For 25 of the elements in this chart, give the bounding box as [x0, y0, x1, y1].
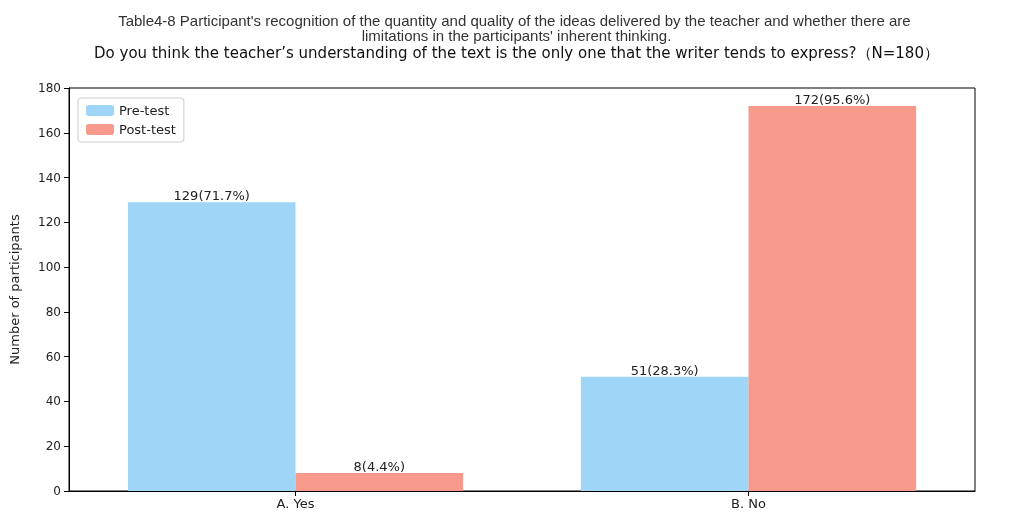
y-axis-title: Number of participants: [7, 214, 22, 365]
y-tick-label: 160: [38, 125, 61, 140]
y-tick-label: 180: [38, 81, 61, 95]
y-tick-label: 100: [38, 260, 61, 275]
y-tick-label: 140: [38, 170, 61, 185]
bar: [580, 376, 749, 491]
x-tick-label: A. Yes: [276, 496, 315, 511]
legend-label: Pre-test: [119, 103, 170, 118]
y-tick-label: 0: [53, 484, 61, 498]
y-tick-label: 80: [45, 304, 61, 319]
data-label: 172(95.6%): [794, 91, 871, 107]
y-tick-label: 120: [38, 215, 61, 230]
bar: [748, 105, 917, 491]
chart-title: Table4-8 Participant's recognition of the quantity and quality of the ideas delivered by the teacher and whether there are limitations in the participants' inherent thinking.: [118, 12, 915, 44]
y-tick-label: 60: [45, 349, 61, 364]
data-label: 129(71.7%): [173, 188, 250, 204]
bar: [295, 473, 464, 491]
chart-subtitle: Do you think the teacher’s understanding of the text is the only one that the writer tends to express?（N=180）: [94, 43, 939, 62]
x-tick-label: B. No: [731, 496, 766, 511]
data-label: 51(28.3%): [630, 362, 699, 378]
data-label: 8(4.4%): [353, 459, 406, 475]
legend-label: Post-test: [119, 122, 176, 137]
y-tick-label: 20: [45, 439, 61, 454]
bar: [127, 202, 296, 491]
y-tick-label: 40: [45, 394, 61, 409]
